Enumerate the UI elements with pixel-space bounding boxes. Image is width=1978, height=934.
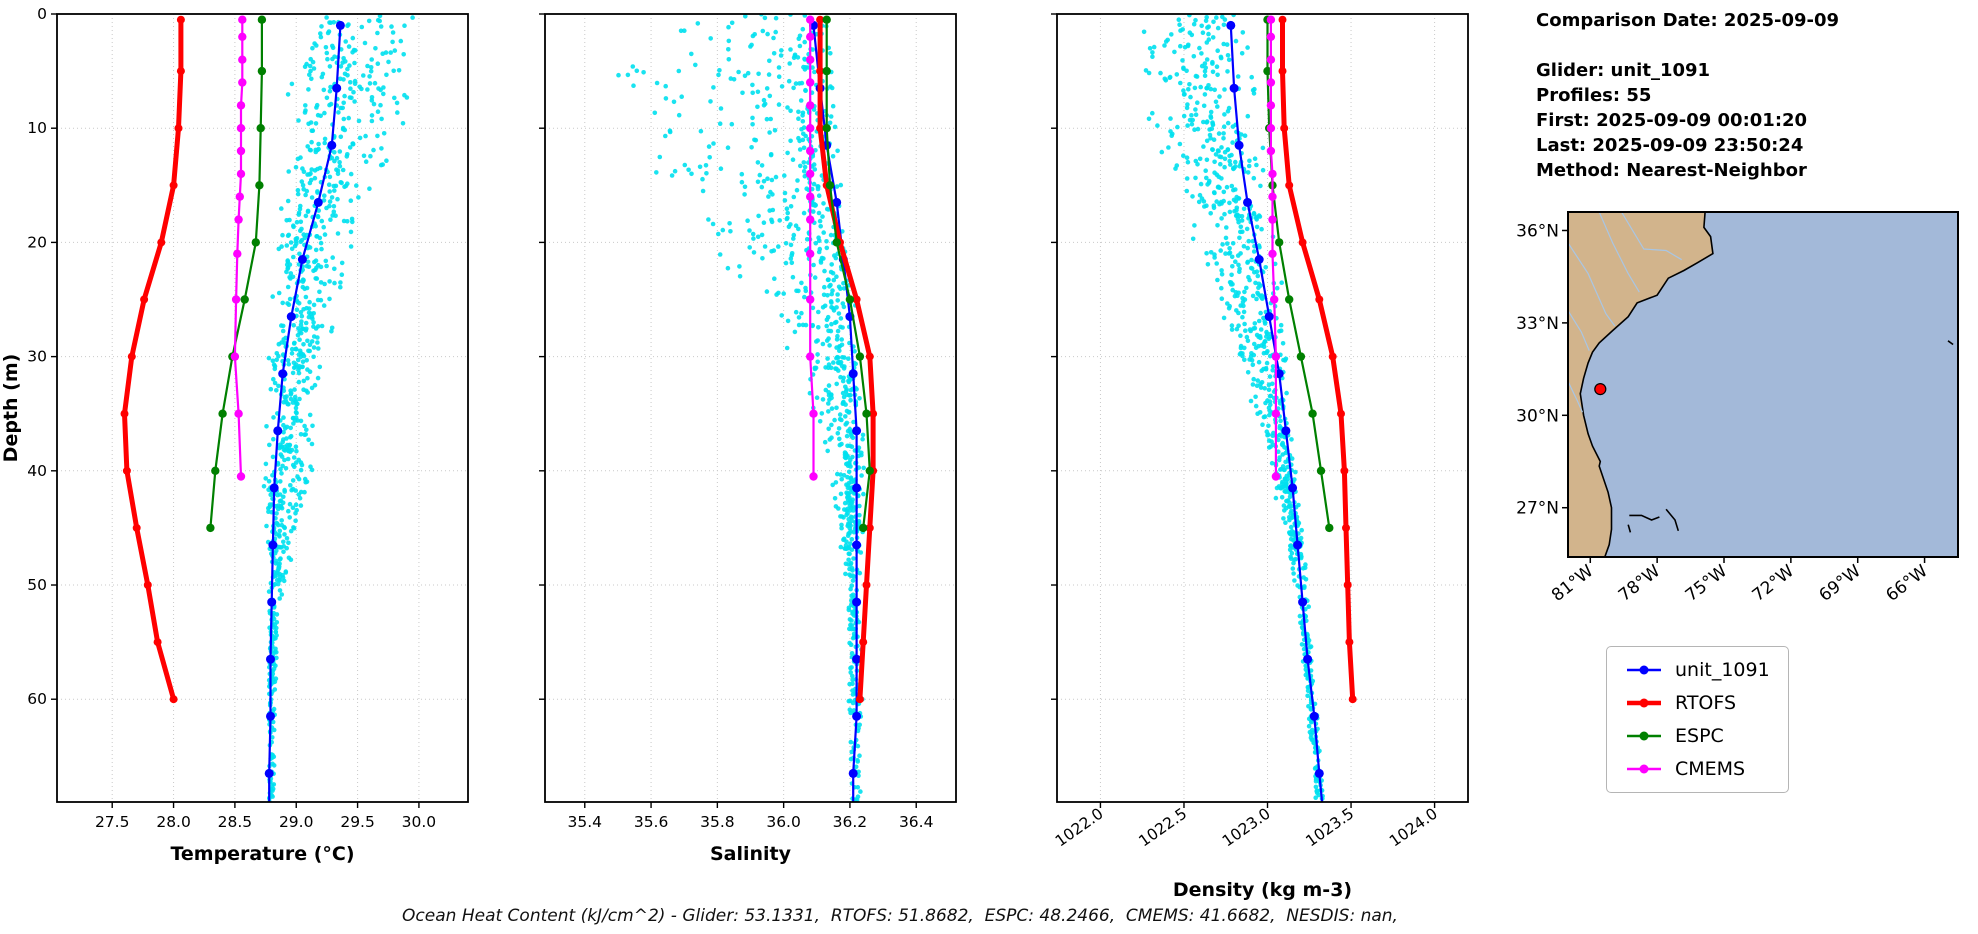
svg-text:35.6: 35.6: [634, 813, 669, 831]
legend-item-cmems: CMEMS: [1625, 758, 1770, 780]
svg-text:35.4: 35.4: [568, 813, 603, 831]
island-outline: [1627, 524, 1632, 533]
river: [1568, 242, 1616, 327]
series-CMEMS: [230, 15, 247, 481]
river: [1568, 381, 1584, 413]
svg-text:36.0: 36.0: [766, 813, 801, 831]
y-axis-label: Depth (m): [0, 354, 22, 463]
glider-location-map: 36°N 33°N 30°N 27°N 81°W 78°W 75°W 72°W 69°W 66°W: [1516, 211, 1959, 606]
legend: unit_1091 RTOFS ESPC CMEMS: [1606, 646, 1789, 793]
svg-text:28.0: 28.0: [156, 813, 191, 831]
series-unit_1091: [1226, 20, 1324, 802]
svg-text:10: 10: [27, 119, 47, 137]
river: [1598, 212, 1640, 293]
axes-frame: [56, 13, 469, 803]
svg-text:29.0: 29.0: [279, 813, 314, 831]
legend-item-espc: ESPC: [1625, 725, 1770, 747]
svg-text:30: 30: [27, 348, 47, 366]
x-axis-label: Density (kg m-3): [1173, 879, 1352, 901]
svg-text:36°N: 36°N: [1516, 221, 1559, 241]
gridlines: [1057, 13, 1468, 802]
svg-text:72°W: 72°W: [1749, 561, 1798, 606]
svg-text:69°W: 69°W: [1815, 561, 1864, 606]
x-axis-label: Temperature (°C): [170, 843, 354, 865]
axis-ticks: 1022.0 1022.5 1023.0 1023.5 1024.0: [1051, 13, 1441, 851]
legend-item-rtofs: RTOFS: [1625, 692, 1770, 714]
svg-text:27°N: 27°N: [1516, 499, 1559, 519]
glider-name-text: Glider: unit_1091: [1536, 60, 1711, 81]
svg-text:28.5: 28.5: [218, 813, 253, 831]
legend-label-unit-1091: unit_1091: [1675, 659, 1770, 681]
legend-label-cmems: CMEMS: [1675, 758, 1746, 780]
island-outline: [1629, 514, 1660, 521]
info-spacer: [1536, 33, 1976, 58]
comparison-info-block: Comparison Date: 2025-09-09 Glider: unit…: [1536, 8, 1976, 183]
gridlines: [57, 13, 468, 802]
last-profile-time-text: Last: 2025-09-09 23:50:24: [1536, 135, 1804, 156]
coastline: [1579, 212, 1714, 557]
svg-text:1024.0: 1024.0: [1386, 805, 1441, 851]
legend-item-unit-1091: unit_1091: [1625, 659, 1770, 681]
first-profile-time-text: First: 2025-09-09 00:01:20: [1536, 110, 1808, 131]
legend-line-sample-magenta: [1627, 764, 1661, 774]
ocean-heat-content-text: Ocean Heat Content (kJ/cm^2) - Glider: 5…: [402, 906, 1398, 926]
legend-label-espc: ESPC: [1675, 725, 1724, 747]
legend-line-sample-blue: [1627, 665, 1661, 675]
land-area: [1568, 212, 1713, 557]
x-axis-label: Salinity: [710, 843, 792, 865]
series-unit_1091: [264, 20, 345, 802]
map-geography: [1568, 212, 1958, 557]
gridlines: [545, 13, 956, 802]
svg-text:40: 40: [27, 462, 47, 480]
island-outline: [1947, 340, 1954, 346]
density-profile-panel: 1022.0 1022.5 1023.0 1023.5 1024.0 Density (k…: [1051, 13, 1469, 901]
method-text: Method: Nearest-Neighbor: [1536, 160, 1807, 181]
svg-text:33°N: 33°N: [1516, 314, 1559, 334]
svg-text:30°N: 30°N: [1516, 406, 1559, 426]
island-outline: [1665, 508, 1680, 532]
svg-text:1022.0: 1022.0: [1052, 805, 1107, 851]
river: [1620, 212, 1683, 261]
svg-text:78°W: 78°W: [1615, 561, 1664, 606]
legend-label-rtofs: RTOFS: [1675, 692, 1737, 714]
series-ESPC: [206, 15, 267, 533]
series-RTOFS: [120, 15, 185, 704]
svg-text:27.5: 27.5: [95, 813, 130, 831]
series-ESPC: [822, 15, 874, 533]
salinity-profile-panel: 35.4 35.6 35.8 36.0 36.2 36.4 Salinity: [539, 13, 957, 865]
temperature-profile-panel: 27.5 28.0 28.5 29.0 29.5 30.0 0 10 20 30 40 50 60 Tem…: [0, 5, 469, 865]
legend-line-sample-red: [1627, 698, 1661, 708]
svg-text:1023.0: 1023.0: [1219, 805, 1274, 851]
axis-ticks: 35.4 35.6 35.8 36.0 36.2 36.4: [539, 13, 934, 831]
svg-text:75°W: 75°W: [1682, 561, 1731, 606]
glider-observations-scatter: [1141, 14, 1325, 801]
svg-text:35.8: 35.8: [700, 813, 735, 831]
svg-text:0: 0: [37, 5, 47, 23]
map-frame: [1567, 211, 1959, 558]
series-CMEMS: [806, 15, 818, 481]
legend-line-sample-green: [1627, 731, 1661, 741]
svg-text:81°W: 81°W: [1548, 561, 1597, 606]
svg-text:30.0: 30.0: [402, 813, 437, 831]
svg-text:36.4: 36.4: [899, 813, 934, 831]
axes-frame: [544, 13, 957, 803]
svg-text:66°W: 66°W: [1882, 561, 1931, 606]
comparison-date-text: Comparison Date: 2025-09-09: [1536, 10, 1840, 31]
series-RTOFS: [1278, 15, 1357, 704]
svg-text:36.2: 36.2: [833, 813, 868, 831]
svg-text:20: 20: [27, 233, 47, 251]
svg-text:29.5: 29.5: [340, 813, 375, 831]
svg-text:1023.5: 1023.5: [1303, 805, 1358, 851]
svg-text:60: 60: [27, 690, 47, 708]
axes-frame: [1056, 13, 1469, 803]
river: [1568, 310, 1590, 351]
svg-text:1022.5: 1022.5: [1136, 805, 1191, 851]
glider-observations-scatter: [261, 14, 415, 802]
axis-ticks: 27.5 28.0 28.5 29.0 29.5 30.0 0 10 20 30 40 50 60: [27, 5, 436, 831]
series-CMEMS: [1266, 15, 1281, 481]
glider-position-dot: [1594, 383, 1607, 396]
profiles-count-text: Profiles: 55: [1536, 85, 1652, 106]
svg-text:50: 50: [27, 576, 47, 594]
